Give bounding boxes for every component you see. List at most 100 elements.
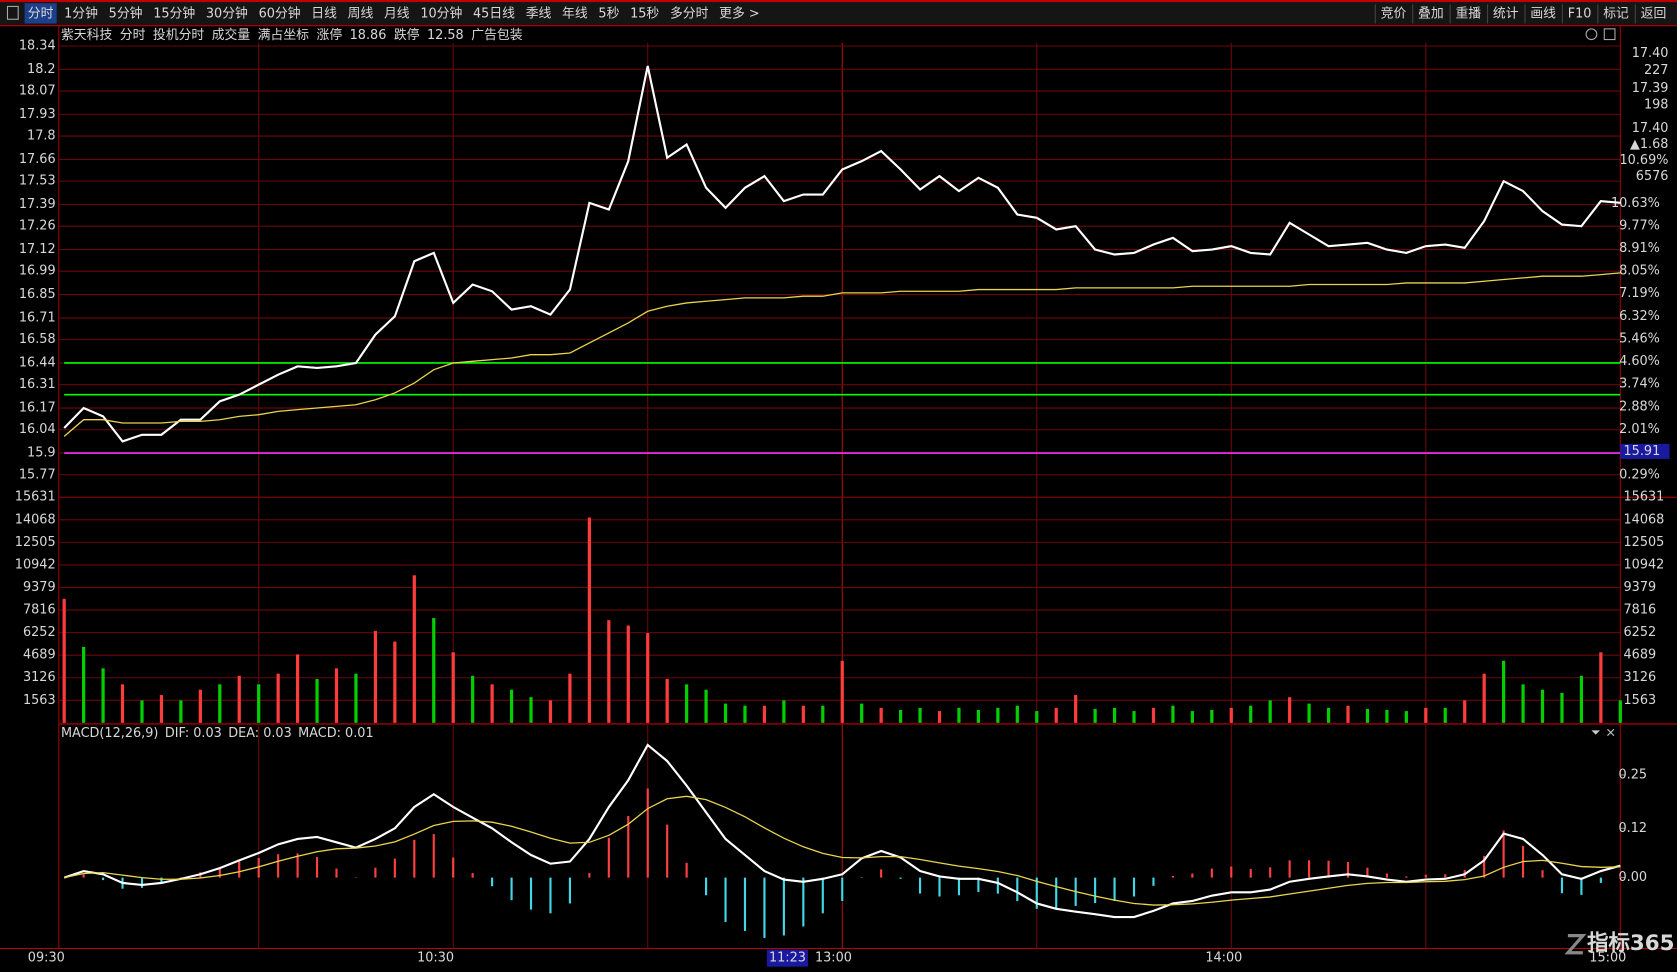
toolbar-tab[interactable]: 季线	[526, 6, 552, 21]
toolbar-tab[interactable]: 更多 >	[719, 6, 759, 21]
watermark-logo	[1564, 934, 1587, 955]
macd-bar	[1560, 877, 1564, 894]
y2-tick-label: 2.88%	[1619, 399, 1660, 414]
header-label: 18.86	[350, 28, 387, 43]
y2-tick-label: 1563	[1624, 693, 1657, 708]
macd-bar	[102, 877, 105, 881]
volume-bar	[432, 618, 436, 723]
volume-bar	[101, 668, 105, 723]
y-tick-label: 18.07	[19, 84, 56, 99]
macd-bar	[957, 877, 961, 896]
macd-bar	[1405, 876, 1408, 878]
volume-bar	[451, 652, 455, 723]
toolbar-button[interactable]: 重播	[1455, 5, 1481, 21]
y2-tick-label: 6.32%	[1619, 309, 1660, 324]
macd-bar	[1055, 877, 1058, 909]
cursor-price: 15.91	[1624, 444, 1661, 459]
volume-bar	[218, 684, 222, 723]
close-button[interactable]	[1607, 728, 1615, 737]
volume-bar	[159, 695, 164, 723]
toolbar-button[interactable]: 标记	[1603, 6, 1629, 21]
volume-bar	[957, 707, 961, 723]
y-tick-label: 7816	[23, 603, 56, 618]
volume-bar	[1151, 707, 1156, 723]
volume-bar	[646, 633, 650, 723]
toolbar-button[interactable]: 画线	[1530, 6, 1556, 21]
macd-bar	[918, 877, 922, 894]
macd-bar	[1444, 874, 1447, 878]
y2-tick-label: 6252	[1624, 625, 1657, 640]
toolbar-icon[interactable]	[6, 5, 19, 20]
toolbar-tab[interactable]: 60分钟	[259, 5, 301, 21]
toolbar-button[interactable]: F10	[1568, 6, 1592, 21]
time-label: 10:30	[417, 951, 454, 966]
time-label: 11:23	[769, 951, 806, 966]
toolbar-tab[interactable]: 日线	[311, 6, 337, 21]
macd-bar	[782, 877, 785, 936]
volume-bar	[1326, 707, 1331, 723]
header-label: 分时	[120, 28, 146, 43]
dropdown-button[interactable]	[1591, 730, 1600, 735]
volume-bar	[1268, 700, 1272, 723]
quote-value: 10.69%	[1620, 153, 1669, 168]
header-label: 12.58	[427, 28, 464, 43]
header-label: 成交量	[212, 27, 251, 43]
toolbar-tab[interactable]: 10分钟	[420, 5, 462, 21]
macd-bar	[432, 834, 435, 878]
header-label: 广告包装	[471, 28, 522, 43]
macd-bar	[841, 877, 844, 902]
toolbar-tab[interactable]: 5秒	[598, 6, 619, 21]
volume-bar	[120, 684, 125, 723]
toolbar-button[interactable]: 统计	[1493, 6, 1519, 21]
zoom-button[interactable]	[1585, 28, 1598, 41]
y2-tick-label: 4689	[1624, 648, 1657, 663]
y-tick-label: 10942	[15, 557, 56, 572]
volume-bar	[1521, 684, 1525, 723]
macd-bar	[743, 877, 747, 931]
toolbar-button[interactable]: 叠加	[1418, 6, 1444, 21]
macd-bar	[1035, 877, 1038, 909]
macd-title: MACD(12,26,9)	[61, 726, 158, 741]
macd-bar	[491, 877, 494, 887]
y-tick-label: 18.34	[19, 38, 56, 53]
macd-bar	[1152, 877, 1155, 886]
toolbar-tab[interactable]: 分时	[28, 6, 54, 21]
macd-bar	[646, 788, 649, 878]
macd-bar	[880, 869, 883, 878]
toolbar-tab[interactable]: 多分时	[670, 6, 709, 21]
toolbar-tab[interactable]: 月线	[384, 6, 410, 21]
volume-bar	[529, 697, 533, 723]
toolbar-tab[interactable]: 15秒	[630, 6, 659, 21]
macd-bar	[899, 877, 902, 879]
macd-bar	[1346, 861, 1350, 878]
y-tick-label: 16.04	[19, 422, 56, 437]
toolbar-tab[interactable]: 年线	[562, 6, 588, 21]
volume-bar	[801, 705, 805, 723]
macd-bar	[705, 877, 708, 896]
header-label: MACD: 0.01	[298, 726, 373, 741]
volume-bar	[1365, 708, 1370, 723]
volume-bar	[315, 679, 319, 723]
toolbar-tab[interactable]: 15分钟	[153, 5, 195, 21]
toolbar-tab[interactable]: 1分钟	[64, 5, 98, 21]
volume-bar	[743, 705, 747, 723]
macd-bar	[627, 816, 630, 878]
toolbar-tab[interactable]: 45日线	[473, 6, 515, 21]
toolbar-tab[interactable]: 5分钟	[109, 5, 143, 21]
y2-tick-label: 3.74%	[1619, 377, 1660, 392]
header-label: 紫天科技	[61, 28, 112, 43]
y-tick-label: 16.17	[19, 401, 56, 416]
macd-bar	[1599, 877, 1602, 883]
toolbar-button[interactable]: 返回	[1641, 6, 1667, 21]
y-tick-label: 17.39	[19, 197, 56, 212]
toolbar-button[interactable]: 竞价	[1381, 5, 1407, 21]
header-label: 投机分时	[153, 27, 204, 43]
macd-bar	[452, 857, 455, 878]
macd-bar	[1288, 860, 1291, 878]
window-button[interactable]	[1603, 28, 1616, 41]
toolbar-tab[interactable]: 周线	[348, 6, 374, 21]
toolbar-tab[interactable]: 30分钟	[206, 5, 248, 21]
quote-value: 17.39	[1632, 81, 1669, 96]
macd-bar	[277, 854, 280, 878]
